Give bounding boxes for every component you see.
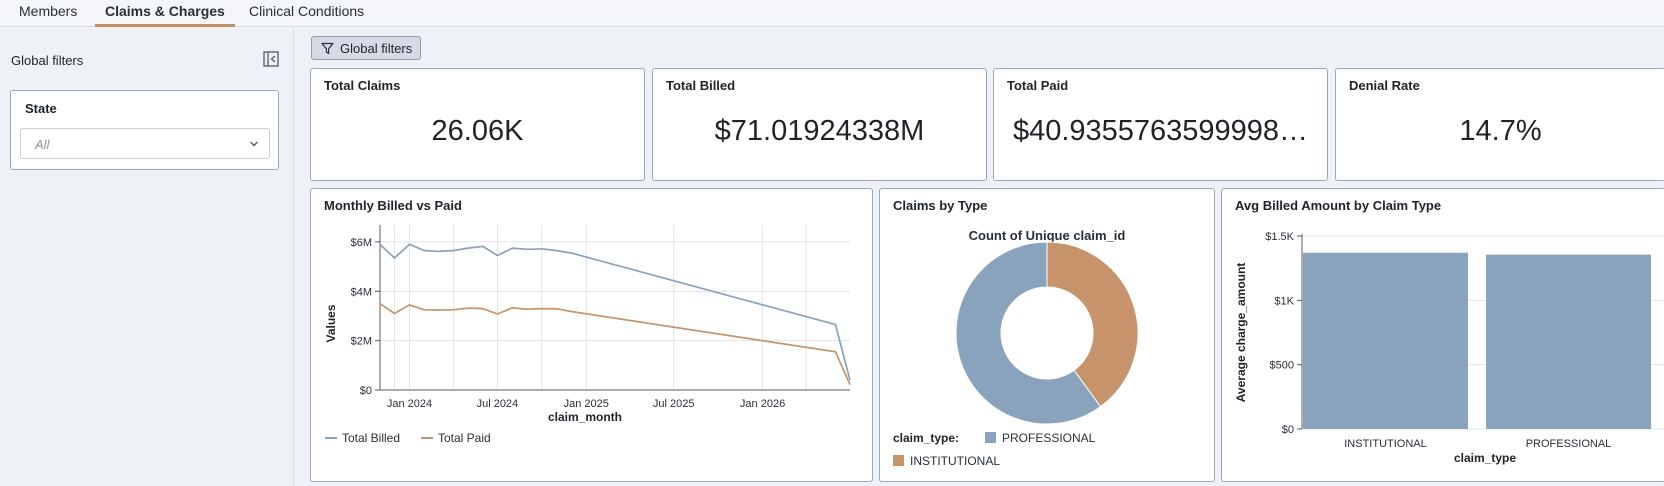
tab-claims-charges[interactable]: Claims & Charges: [95, 0, 235, 27]
kpi-value: $71.01924338M: [714, 115, 925, 147]
state-select-value: All: [35, 137, 50, 152]
series-line-total-paid[interactable]: [379, 302, 851, 385]
tab-members[interactable]: Members: [19, 3, 78, 19]
y-tick-label: $1K: [1274, 295, 1294, 307]
legend-label[interactable]: PROFESSIONAL: [1002, 431, 1096, 445]
line-chart: $0 $2M $4M $6M Jan 2024 Jul 2024 Jan 2025 Jul 2…: [324, 225, 851, 445]
donut-chart: Count of Unique claim_id claim_type: PROFE…: [893, 228, 1139, 468]
collapse-sidebar-icon[interactable]: [262, 50, 280, 68]
y-tick-label: $4M: [351, 286, 372, 298]
legend-swatch: [893, 455, 904, 466]
filter-sidebar: Global filters State All: [0, 28, 294, 486]
kpi-denial-rate: Denial Rate 14.7%: [1335, 68, 1664, 181]
state-select[interactable]: All: [20, 128, 270, 159]
kpi-title: Denial Rate: [1349, 78, 1420, 93]
pie-subtitle: Count of Unique claim_id: [969, 228, 1126, 243]
avg-billed-by-type-card: Avg Billed Amount by Claim Type $0 $500 $1…: [1221, 188, 1664, 482]
global-filters-button[interactable]: Global filters: [311, 36, 421, 60]
y-tick-label: $0: [1282, 424, 1294, 436]
kpi-value: $40.9355763599998…: [1012, 115, 1309, 147]
kpi-value: 26.06K: [431, 115, 524, 147]
kpi-total-claims: Total Claims 26.06K: [310, 68, 645, 181]
state-filter-card: State All: [10, 90, 279, 170]
bar-chart: $0 $500 $1K $1.5K INSTITUTIONAL PROFESSIONAL c…: [1234, 231, 1664, 465]
chevron-down-icon: [250, 141, 258, 147]
x-tick-label: Jan 2025: [564, 398, 609, 410]
kpi-title: Total Claims: [324, 78, 401, 93]
x-tick-label: PROFESSIONAL: [1526, 438, 1612, 450]
legend-title: claim_type:: [893, 431, 959, 445]
x-tick-label: INSTITUTIONAL: [1344, 438, 1427, 450]
chart-title: Claims by Type: [893, 198, 988, 213]
kpi-title: Total Billed: [666, 78, 736, 93]
legend-swatch: [985, 432, 996, 443]
kpi-title: Total Paid: [1007, 78, 1069, 93]
x-axis-title: claim_type: [1454, 451, 1516, 465]
y-axis-title: Average charge_amount: [1234, 263, 1248, 403]
y-axis-title: Values: [324, 304, 338, 342]
x-tick-label: Jul 2025: [653, 398, 695, 410]
y-tick-label: $500: [1270, 360, 1294, 372]
legend-label[interactable]: Total Paid: [438, 431, 491, 445]
x-axis-title: claim_month: [548, 410, 622, 424]
state-filter-label: State: [25, 101, 57, 116]
y-tick-label: $6M: [351, 237, 372, 249]
bar-institutional[interactable]: [1303, 252, 1468, 429]
chart-title: Avg Billed Amount by Claim Type: [1235, 198, 1442, 213]
global-filters-button-label: Global filters: [340, 41, 413, 56]
kpi-total-paid: Total Paid $40.9355763599998…: [993, 68, 1328, 181]
x-tick-label: Jan 2024: [387, 398, 432, 410]
tab-clinical-conditions[interactable]: Clinical Conditions: [249, 3, 365, 19]
pie-slice-institutional[interactable]: [1046, 241, 1139, 408]
sidebar-title: Global filters: [11, 53, 84, 68]
series-line-total-billed[interactable]: [379, 243, 851, 381]
monthly-billed-vs-paid-card: Monthly Billed vs Paid $0 $2M $4M $6M Jan 20…: [310, 188, 873, 482]
y-tick-label: $1.5K: [1265, 231, 1294, 243]
x-tick-label: Jul 2024: [477, 398, 519, 410]
y-tick-label: $2M: [351, 336, 372, 348]
filter-icon: [321, 42, 334, 55]
y-tick-label: $0: [360, 385, 372, 397]
x-tick-label: Jan 2026: [740, 398, 785, 410]
kpi-total-billed: Total Billed $71.01924338M: [652, 68, 987, 181]
bar-professional[interactable]: [1486, 254, 1651, 429]
legend-label[interactable]: Total Billed: [342, 431, 400, 445]
tab-bar: Members Claims & Charges Clinical Condit…: [0, 0, 1664, 27]
chart-title: Monthly Billed vs Paid: [324, 198, 462, 213]
pie-slice-professional[interactable]: [955, 241, 1102, 425]
legend-label[interactable]: INSTITUTIONAL: [910, 454, 1000, 468]
kpi-value: 14.7%: [1459, 115, 1542, 147]
